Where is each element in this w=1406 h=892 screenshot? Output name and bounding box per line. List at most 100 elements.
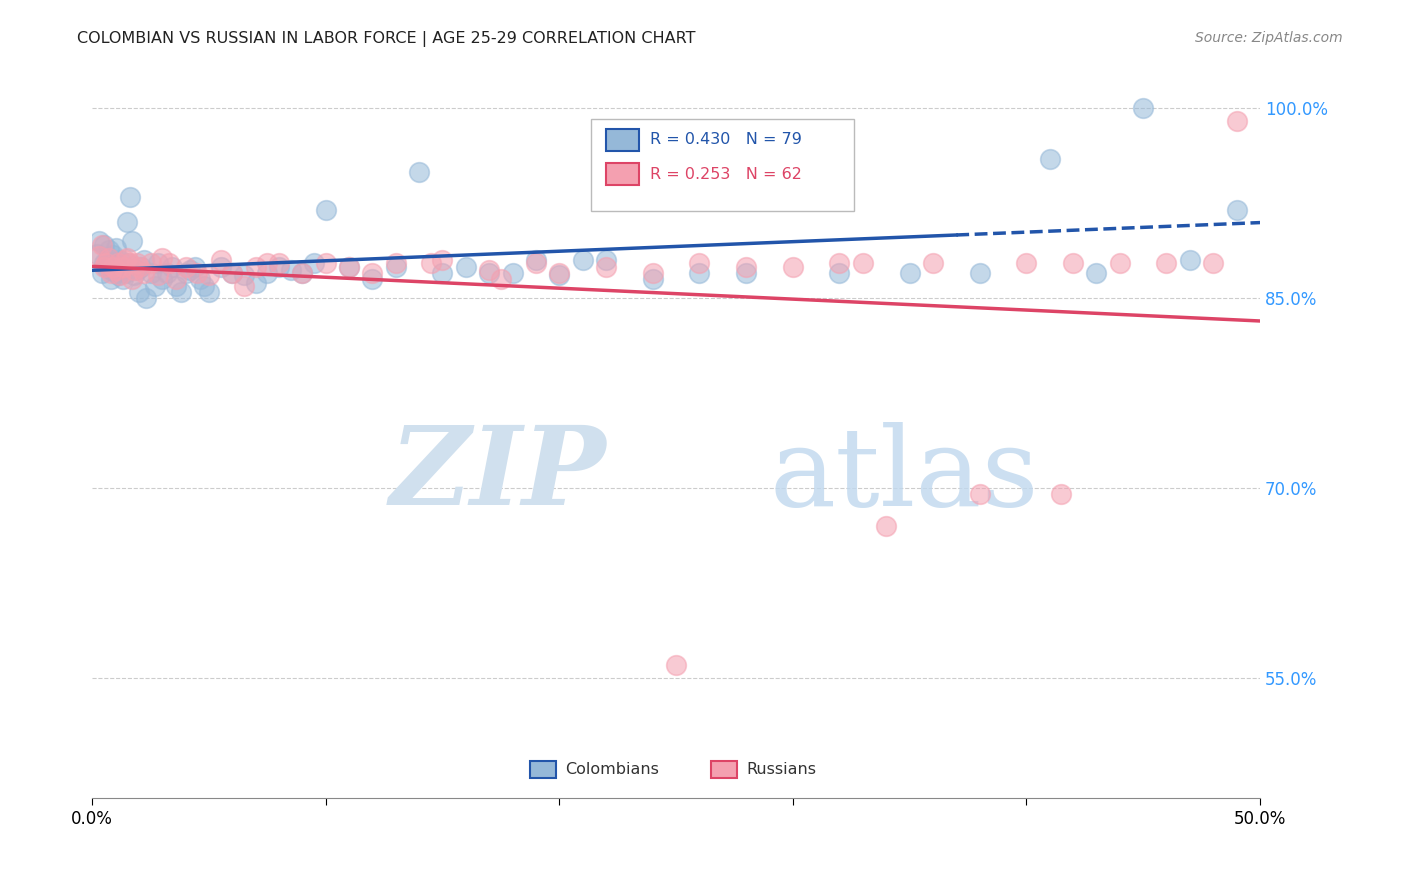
Point <box>969 487 991 501</box>
Point <box>1108 256 1130 270</box>
Point <box>432 266 454 280</box>
Point <box>524 256 547 270</box>
FancyBboxPatch shape <box>591 120 853 211</box>
Point <box>174 266 197 280</box>
Point <box>93 260 115 274</box>
Point <box>156 266 179 280</box>
Point <box>256 256 278 270</box>
Point <box>104 263 127 277</box>
Text: R = 0.253   N = 62: R = 0.253 N = 62 <box>651 167 803 182</box>
Point <box>97 251 120 265</box>
Point <box>875 519 897 533</box>
Point <box>186 266 208 280</box>
Point <box>160 260 183 274</box>
Point <box>107 256 129 270</box>
Point <box>291 266 314 280</box>
Point <box>1085 266 1108 280</box>
Point <box>125 256 148 270</box>
Point <box>1202 256 1225 270</box>
Point <box>1156 256 1178 270</box>
Point <box>782 152 804 166</box>
Point <box>209 253 232 268</box>
Point <box>898 266 921 280</box>
Point <box>129 260 152 274</box>
Point <box>115 251 138 265</box>
Point <box>1039 152 1062 166</box>
Point <box>384 256 406 270</box>
Point <box>233 268 256 283</box>
Point <box>97 243 120 257</box>
Point <box>96 256 118 270</box>
Point <box>221 266 243 280</box>
Point <box>90 238 112 252</box>
Point <box>315 256 337 270</box>
Point <box>1225 114 1247 128</box>
Point <box>688 256 710 270</box>
Point <box>1050 487 1073 501</box>
Point <box>108 268 131 283</box>
Point <box>478 263 501 277</box>
Point <box>132 266 155 280</box>
Point <box>1015 256 1038 270</box>
Point <box>454 260 477 274</box>
Point <box>114 266 136 280</box>
Point <box>384 260 406 274</box>
FancyBboxPatch shape <box>606 163 638 186</box>
Point <box>103 254 125 268</box>
Point <box>139 266 162 280</box>
Point <box>170 285 193 299</box>
Point <box>104 266 127 280</box>
Point <box>735 260 758 274</box>
Text: COLOMBIAN VS RUSSIAN IN LABOR FORCE | AGE 25-29 CORRELATION CHART: COLOMBIAN VS RUSSIAN IN LABOR FORCE | AG… <box>77 31 696 47</box>
FancyBboxPatch shape <box>711 762 737 778</box>
Point <box>969 266 991 280</box>
Point <box>478 266 501 280</box>
Point <box>132 253 155 268</box>
Point <box>489 272 512 286</box>
Point <box>267 260 290 274</box>
Point <box>922 256 945 270</box>
Point <box>302 256 325 270</box>
Point <box>118 190 141 204</box>
Point <box>146 256 169 270</box>
Point <box>150 272 173 286</box>
Point <box>122 263 145 277</box>
Point <box>828 266 851 280</box>
Point <box>337 260 360 274</box>
Point <box>103 260 125 274</box>
Point <box>408 164 430 178</box>
Point <box>107 260 129 274</box>
Point <box>1225 202 1247 217</box>
Text: Russians: Russians <box>747 762 815 777</box>
Point <box>361 272 384 286</box>
Point <box>125 263 148 277</box>
Point <box>139 256 162 270</box>
Point <box>548 268 571 283</box>
Point <box>245 276 267 290</box>
Point <box>233 278 256 293</box>
Point <box>735 266 758 280</box>
Point <box>146 268 169 283</box>
Point <box>111 272 134 286</box>
Point <box>641 266 664 280</box>
Point <box>280 263 302 277</box>
Point <box>179 263 201 277</box>
Point <box>1132 101 1154 115</box>
Point <box>165 278 187 293</box>
Point <box>108 253 131 268</box>
Point <box>502 266 524 280</box>
Text: R = 0.430   N = 79: R = 0.430 N = 79 <box>651 132 803 147</box>
Point <box>291 266 314 280</box>
Point <box>595 253 617 268</box>
Point <box>419 256 441 270</box>
Point <box>100 263 122 277</box>
Point <box>256 266 278 280</box>
Point <box>121 272 143 286</box>
Point <box>89 249 111 263</box>
Point <box>114 253 136 268</box>
Point <box>641 272 664 286</box>
Point <box>128 260 150 274</box>
Point <box>111 260 134 274</box>
Point <box>111 260 134 274</box>
Point <box>118 256 141 270</box>
